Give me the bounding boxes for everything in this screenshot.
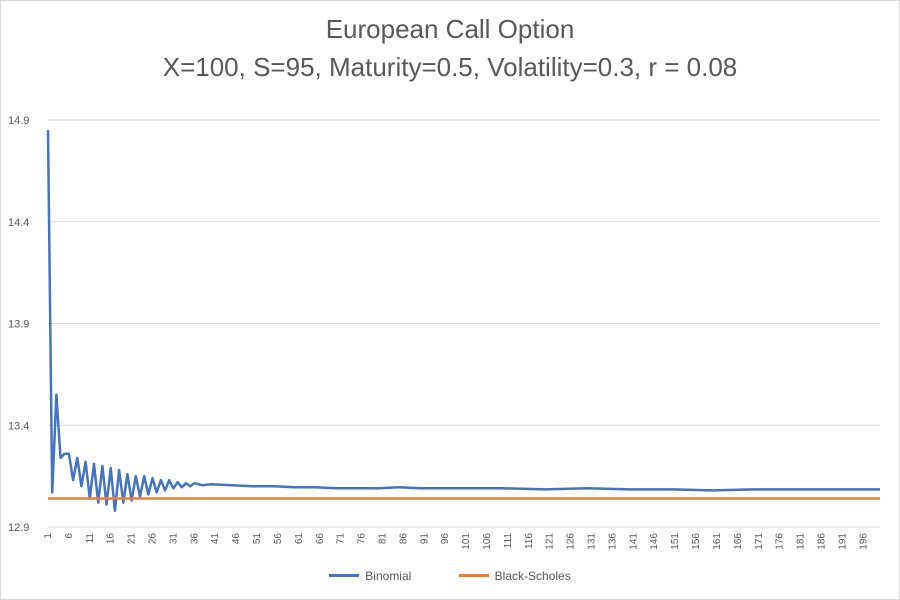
x-tick-label: 176 — [775, 533, 786, 550]
x-tick-label: 81 — [377, 533, 388, 545]
x-tick-label: 61 — [294, 533, 305, 545]
legend-swatch-binomial — [329, 574, 360, 577]
x-tick-label: 21 — [127, 533, 138, 545]
x-tick-label: 186 — [816, 533, 827, 550]
x-tick-label: 96 — [440, 533, 451, 545]
legend-label-binomial: Binomial — [365, 568, 412, 583]
x-tick-label: 36 — [189, 533, 200, 545]
x-tick-label: 106 — [482, 533, 493, 550]
x-tick-label: 171 — [754, 533, 765, 550]
series-line-binomial — [46, 130, 880, 512]
y-tick-label: 12.9 — [8, 522, 29, 534]
chart-legend: Binomial Black-Scholes — [0, 566, 900, 583]
x-tick-label: 71 — [336, 533, 347, 545]
legend-label-black-scholes: Black-Scholes — [494, 568, 571, 583]
x-tick-label: 146 — [649, 533, 660, 550]
x-tick-label: 41 — [210, 533, 221, 545]
x-tick-label: 181 — [796, 533, 807, 550]
x-tick-label: 101 — [461, 533, 472, 550]
x-tick-label: 116 — [524, 533, 535, 549]
x-tick-label: 76 — [357, 533, 368, 545]
x-tick-label: 31 — [168, 533, 179, 545]
y-tick-label: 13.9 — [8, 319, 29, 331]
x-tick-label: 111 — [503, 533, 514, 549]
x-tick-label: 46 — [231, 533, 242, 545]
x-tick-label: 16 — [106, 533, 117, 545]
y-tick-label: 13.4 — [8, 420, 29, 432]
y-tick-label: 14.9 — [8, 115, 29, 127]
x-tick-label: 121 — [545, 533, 556, 550]
chart-subtitle: X=100, S=95, Maturity=0.5, Volatility=0.… — [162, 52, 738, 82]
x-tick-label: 151 — [670, 533, 681, 550]
legend-item-black-scholes: Black-Scholes — [458, 568, 571, 583]
x-tick-label: 161 — [712, 533, 723, 550]
x-tick-label: 126 — [566, 533, 577, 550]
x-tick-label: 86 — [398, 533, 409, 545]
x-tick-label: 66 — [315, 533, 326, 545]
x-tick-label: 191 — [837, 533, 848, 550]
x-tick-label: 11 — [85, 533, 96, 544]
x-tick-label: 56 — [273, 533, 284, 545]
x-tick-label: 166 — [733, 533, 744, 550]
x-tick-label: 6 — [64, 533, 75, 539]
x-tick-label: 26 — [148, 533, 159, 545]
x-tick-label: 1 — [43, 533, 54, 539]
x-tick-label: 136 — [607, 533, 618, 550]
x-tick-label: 51 — [252, 533, 263, 545]
x-tick-label: 156 — [691, 533, 702, 550]
chart-title: European Call Option — [325, 14, 575, 44]
x-tick-label: 91 — [419, 533, 430, 545]
y-tick-label: 14.4 — [8, 217, 29, 229]
x-tick-label: 141 — [628, 533, 639, 550]
legend-swatch-black-scholes — [458, 574, 489, 577]
x-tick-label: 131 — [587, 533, 598, 550]
x-tick-label: 196 — [858, 533, 869, 550]
legend-item-binomial: Binomial — [329, 569, 411, 583]
